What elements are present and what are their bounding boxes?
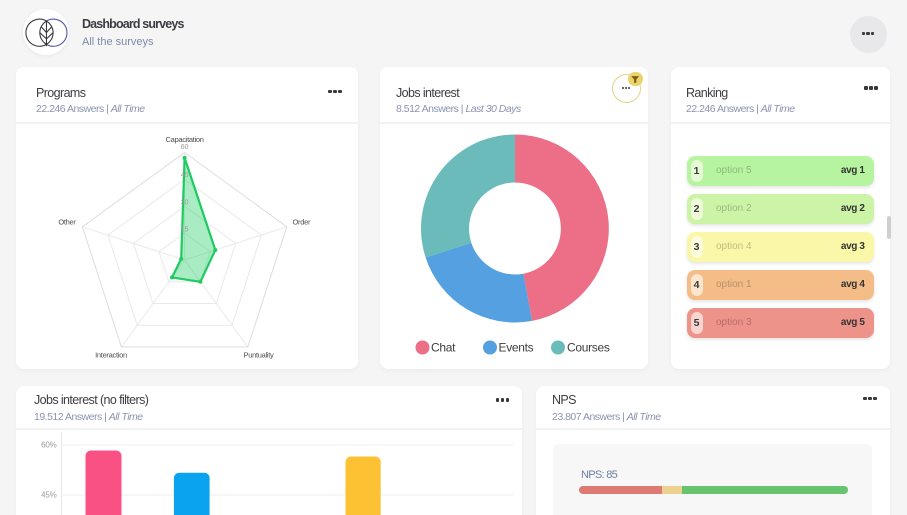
svg-text:60%: 60% [41, 441, 56, 450]
svg-text:Order: Order [293, 217, 311, 226]
svg-text:15: 15 [181, 226, 189, 233]
svg-text:Events: Events [499, 341, 534, 355]
svg-text:Courses: Courses [567, 341, 610, 355]
svg-text:Puntuality: Puntuality [244, 351, 274, 360]
svg-text:Interaction: Interaction [95, 351, 127, 360]
svg-text:30: 30 [181, 200, 189, 207]
svg-text:Chat: Chat [431, 341, 456, 355]
svg-text:Capacitation: Capacitation [166, 135, 204, 144]
svg-text:Other: Other [58, 217, 76, 226]
svg-text:45: 45 [181, 172, 189, 179]
svg-text:60: 60 [181, 144, 189, 151]
svg-text:45%: 45% [41, 491, 56, 500]
